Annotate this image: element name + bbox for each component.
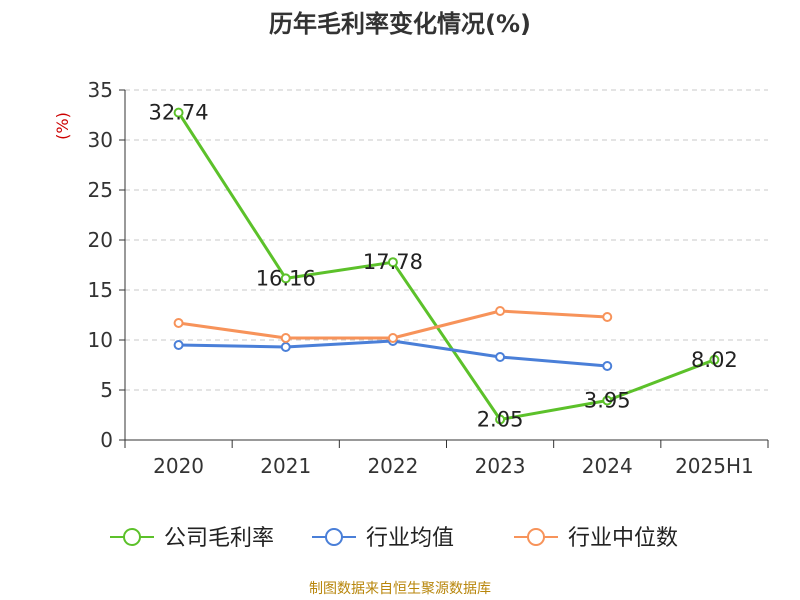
data-label: 3.95 xyxy=(584,389,631,413)
legend-item[interactable]: 公司毛利率 xyxy=(110,526,274,551)
data-point xyxy=(495,306,506,316)
data-point xyxy=(387,333,398,343)
data-point xyxy=(709,354,720,365)
y-tick-label: 20 xyxy=(88,228,113,252)
data-label: 17.78 xyxy=(363,250,423,274)
data-point xyxy=(602,361,613,371)
y-tick-label: 15 xyxy=(88,278,113,302)
y-tick-label: 0 xyxy=(100,428,113,452)
chart-title: 历年毛利率变化情况(%) xyxy=(269,10,531,38)
legend-swatch-marker xyxy=(527,528,545,546)
legend-label: 公司毛利率 xyxy=(164,526,274,551)
y-tick-label: 5 xyxy=(100,378,113,402)
y-tick-label: 10 xyxy=(88,328,113,352)
legend-label: 行业均值 xyxy=(366,526,454,551)
x-tick-label: 2024 xyxy=(582,454,633,478)
axes: 0 5 10 15 20 25 30 35 2020 2021 2022 2023 2024 2025H1… xyxy=(53,78,769,478)
x-tick-label: 2021 xyxy=(260,454,311,478)
data-point xyxy=(387,257,398,268)
data-point xyxy=(280,273,291,284)
source-note: 制图数据来自恒生聚源数据库 xyxy=(309,581,491,597)
data-label: 16.16 xyxy=(256,266,316,290)
data-point xyxy=(280,333,291,343)
data-label: 32.74 xyxy=(149,101,209,125)
data-point xyxy=(173,340,184,350)
x-tick-label: 2023 xyxy=(475,454,526,478)
y-tick-label: 35 xyxy=(88,78,113,102)
data-label: 8.02 xyxy=(691,348,738,372)
legend-swatch-marker xyxy=(123,528,141,546)
legend-label: 行业中位数 xyxy=(568,526,678,551)
x-tick-label: 2022 xyxy=(367,454,418,478)
y-axis-label: (%) xyxy=(53,112,72,140)
legend-item[interactable]: 行业中位数 xyxy=(514,526,678,551)
series-line xyxy=(177,111,715,421)
y-tick-label: 25 xyxy=(88,178,113,202)
legend: 公司毛利率 行业均值 行业中位数 xyxy=(110,526,678,551)
data-point xyxy=(602,312,613,322)
x-tick-label: 2020 xyxy=(153,454,204,478)
data-point xyxy=(495,352,506,362)
data-point xyxy=(495,414,506,425)
legend-item[interactable]: 行业均值 xyxy=(312,526,454,551)
data-point xyxy=(280,342,291,352)
data-point xyxy=(173,107,184,118)
data-labels: 32.74 16.16 17.78 2.05 3.95 8.02 xyxy=(149,101,738,432)
legend-swatch-marker xyxy=(325,528,343,546)
data-label: 2.05 xyxy=(477,408,524,432)
data-point xyxy=(602,395,613,406)
grid xyxy=(125,89,768,391)
y-tick-label: 30 xyxy=(88,128,113,152)
series xyxy=(173,107,720,425)
data-point xyxy=(173,318,184,328)
x-tick-label: 2025H1 xyxy=(675,454,754,478)
